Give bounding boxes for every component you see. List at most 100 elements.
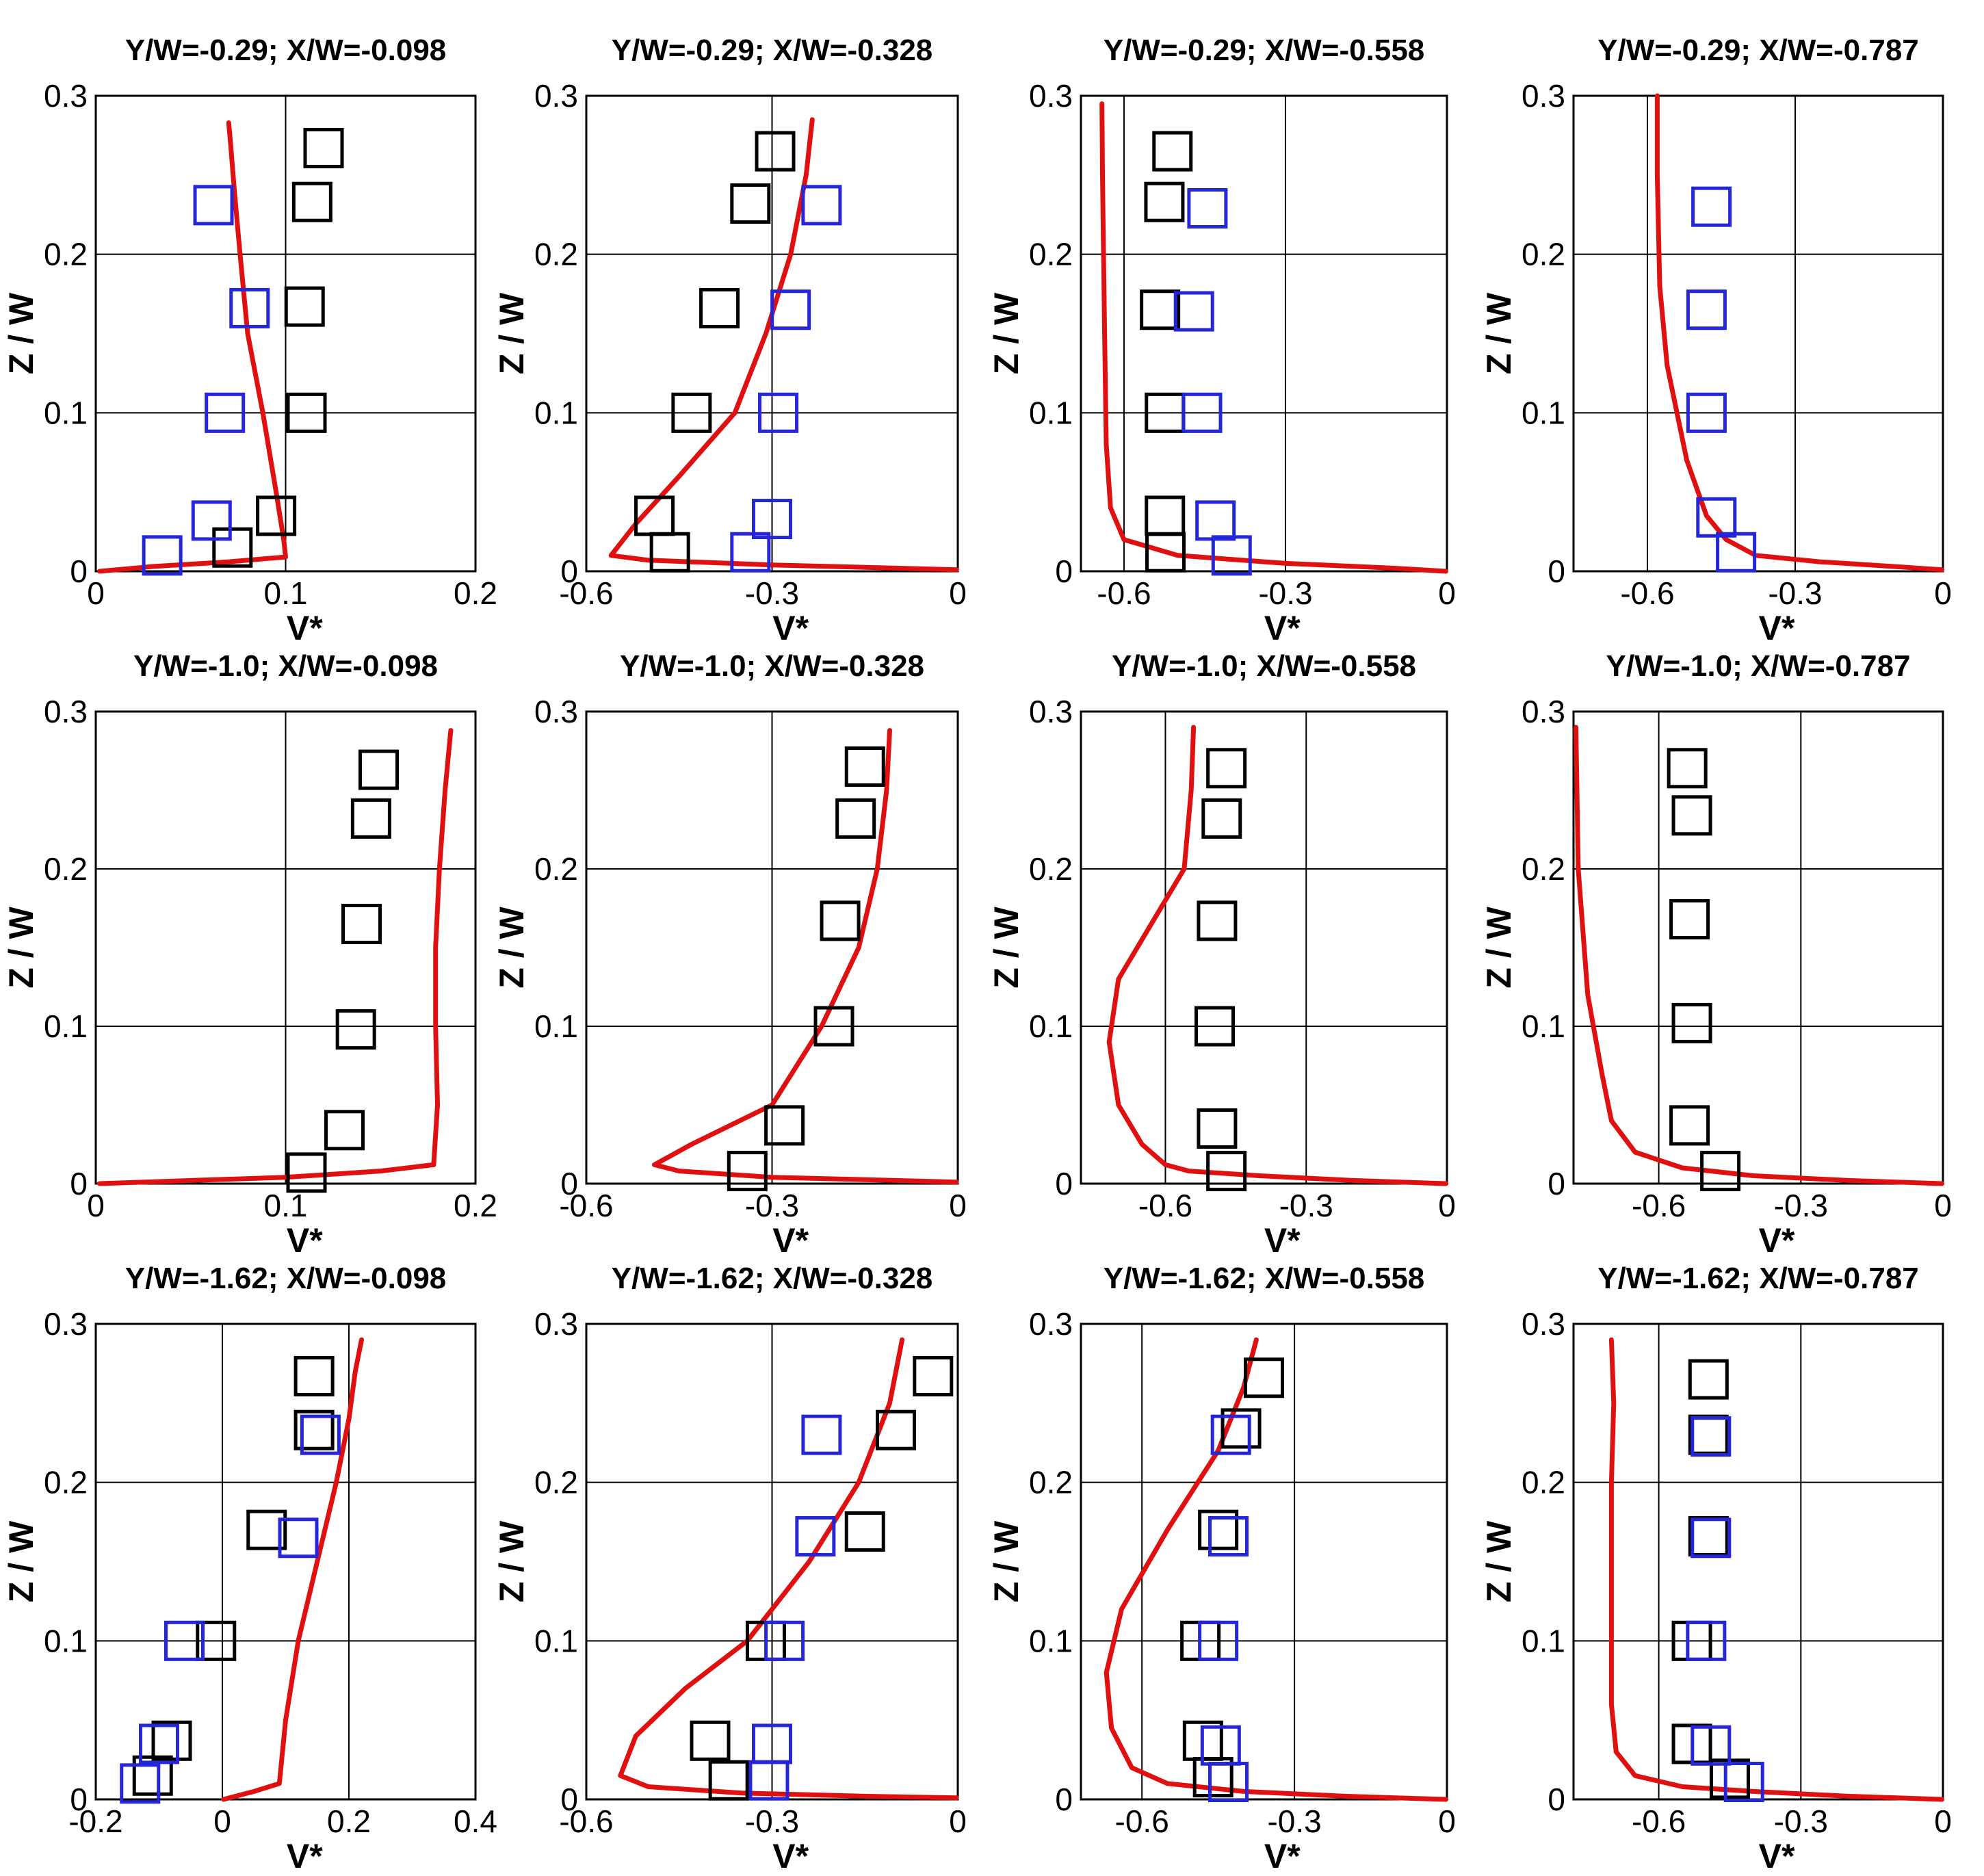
y-tick-label: 0.2 <box>534 851 578 887</box>
panel-title: Y/W=-1.0; X/W=-0.558 <box>1112 649 1416 683</box>
model-line <box>1106 725 1449 1186</box>
y-tick-label: 0.2 <box>1029 237 1073 272</box>
y-tick-label: 0 <box>70 1782 88 1817</box>
x-tick-label: -0.3 <box>745 1803 799 1839</box>
y-tick-label: 0.3 <box>534 1306 578 1342</box>
y-tick-label: 0 <box>1548 1782 1565 1817</box>
x-tick-label: 0 <box>213 1803 231 1839</box>
y-tick-label: 0.1 <box>44 395 88 430</box>
x-axis-label: V* <box>287 1221 323 1260</box>
black-square-marker <box>730 183 771 224</box>
x-tick-label: -0.6 <box>1097 575 1151 611</box>
blue-square-marker <box>1210 1414 1251 1455</box>
blue-square-marker <box>752 499 792 540</box>
y-tick-label: 0 <box>560 553 578 589</box>
black-square-marker <box>1145 495 1186 536</box>
blue-square-marker <box>764 1620 805 1661</box>
x-tick-label: 0 <box>1438 1188 1456 1223</box>
y-tick-label: 0.2 <box>1522 237 1565 272</box>
y-tick-label: 0.3 <box>534 78 578 114</box>
blue-square-marker <box>801 185 842 226</box>
x-tick-label: -0.3 <box>1768 575 1822 611</box>
plot-frame <box>1572 710 1944 1185</box>
y-tick-label: 0.3 <box>1029 1306 1073 1342</box>
x-axis-label: V* <box>1264 1221 1301 1260</box>
blue-square-marker <box>801 1414 842 1455</box>
x-tick-label: 0.4 <box>454 1803 497 1839</box>
panel-title: Y/W=-0.29; X/W=-0.098 <box>125 34 447 67</box>
black-square-marker <box>335 1009 376 1050</box>
x-tick-label: 0 <box>1934 575 1952 611</box>
plot-frame <box>1080 94 1448 573</box>
plot-frame <box>1572 94 1944 573</box>
y-tick-label: 0.1 <box>1029 395 1073 430</box>
panel-title: Y/W=-1.0; X/W=-0.328 <box>620 649 924 683</box>
blue-square-marker <box>1686 392 1727 433</box>
blue-square-marker <box>1691 1416 1732 1457</box>
panel-title: Y/W=-0.29; X/W=-0.328 <box>612 34 933 67</box>
y-axis-label: Z / W <box>493 292 531 374</box>
x-axis-label: V* <box>1759 609 1795 647</box>
black-square-marker <box>286 1152 327 1193</box>
y-tick-label: 0 <box>1548 1166 1565 1201</box>
panel-title: Y/W=-1.0; X/W=-0.787 <box>1606 649 1910 683</box>
y-tick-label: 0.3 <box>44 1306 88 1342</box>
blue-square-marker <box>1686 1620 1727 1661</box>
blue-square-marker <box>229 287 270 328</box>
panel-title: Y/W=-0.29; X/W=-0.787 <box>1597 34 1919 67</box>
black-square-marker <box>690 1720 731 1761</box>
plot-frame <box>94 94 477 573</box>
black-square-marker <box>1688 1359 1729 1400</box>
blue-square-marker <box>1691 1725 1732 1766</box>
panel-title: Y/W=-0.29; X/W=-0.558 <box>1104 34 1425 67</box>
panel-10: -0.6 -0.3 0 0 0.1 0.2 0.3 Y/W=-1.62; X/W=-0.328… <box>493 1262 967 1875</box>
black-square-marker <box>1669 1105 1710 1146</box>
panel-title: Y/W=-1.62; X/W=-0.098 <box>125 1262 447 1295</box>
x-axis-label: V* <box>1759 1221 1795 1260</box>
black-square-marker <box>1688 1414 1729 1455</box>
blue-square-marker <box>191 500 232 541</box>
panel-title: Y/W=-1.0; X/W=-0.098 <box>133 649 438 683</box>
black-square-marker <box>291 181 332 222</box>
x-axis-label: V* <box>287 1837 323 1875</box>
black-square-marker <box>293 1409 335 1450</box>
x-tick-label: 0 <box>87 575 105 611</box>
model-line <box>618 1337 959 1801</box>
x-tick-label: 0.2 <box>327 1803 371 1839</box>
x-axis-label: V* <box>772 1221 809 1260</box>
black-square-marker <box>1140 289 1181 330</box>
y-axis-label: Z / W <box>2 292 40 374</box>
black-square-marker <box>708 1760 749 1801</box>
blue-square-marker <box>1208 1515 1249 1556</box>
x-tick-label: 0 <box>949 575 967 611</box>
y-axis-label: Z / W <box>987 906 1026 988</box>
blue-square-marker <box>1195 500 1236 541</box>
black-square-marker <box>1671 795 1712 836</box>
black-square-marker <box>303 127 344 168</box>
x-tick-label: 0.1 <box>264 1188 308 1223</box>
panel-12: -0.6 -0.3 0 0 0.1 0.2 0.3 Y/W=-1.62; X/W=-0.787… <box>1480 1262 1952 1875</box>
model-line <box>1574 725 1945 1186</box>
plot-frame <box>585 710 959 1185</box>
model-line <box>221 1337 364 1802</box>
x-tick-label: -0.3 <box>745 1188 799 1223</box>
x-tick-label: 0.2 <box>454 1188 497 1223</box>
y-tick-label: 0.3 <box>1029 694 1073 729</box>
black-square-marker <box>1700 1151 1741 1192</box>
black-square-marker <box>1667 748 1708 789</box>
blue-square-marker <box>164 1620 205 1661</box>
blue-square-marker <box>1723 1762 1764 1803</box>
model-line <box>97 120 288 574</box>
x-tick-label: 0 <box>1934 1803 1952 1839</box>
y-axis-label: Z / W <box>493 1520 531 1602</box>
y-tick-label: 0.3 <box>534 694 578 729</box>
blue-square-marker <box>1187 187 1228 229</box>
plot-frame <box>94 1323 477 1801</box>
plot-frame <box>94 710 477 1185</box>
blue-square-marker <box>758 392 799 433</box>
black-square-marker <box>1206 748 1247 789</box>
y-axis-label: Z / W <box>987 1520 1026 1602</box>
blue-square-marker <box>205 392 246 433</box>
black-square-marker <box>671 392 712 433</box>
